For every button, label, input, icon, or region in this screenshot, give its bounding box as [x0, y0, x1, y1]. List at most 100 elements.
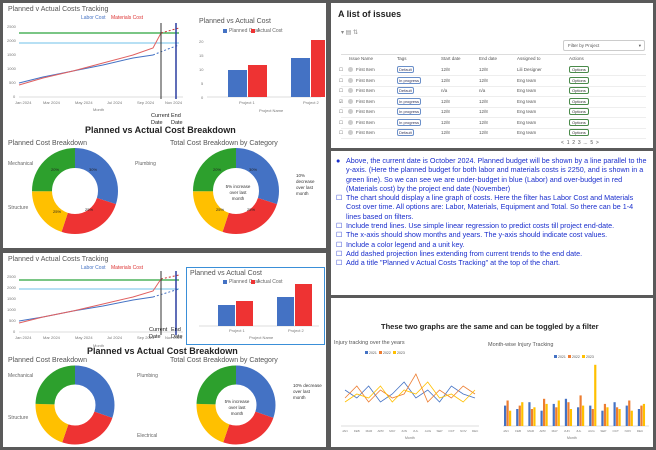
svg-text:Month: Month	[93, 343, 104, 348]
assignee: Eng team	[517, 88, 537, 93]
requirement-item[interactable]: ☐ Add dashed projection lines extending f…	[336, 248, 583, 258]
col-end[interactable]: End date	[479, 56, 498, 61]
svg-text:Project Name: Project Name	[259, 108, 284, 113]
bar-2023	[509, 410, 512, 426]
options-button[interactable]: Options	[569, 97, 589, 105]
series-line-2023	[344, 381, 476, 403]
requirement-item[interactable]: ☐ Include a color legend and a unit key.	[336, 239, 465, 249]
requirement-item[interactable]: ☐ The chart should display a line graph o…	[336, 193, 634, 221]
legend-label: 2021	[558, 355, 566, 359]
end-date: 12/8	[479, 67, 488, 72]
requirement-item[interactable]: ☐ Add a title "Planned v Actual Costs Tra…	[336, 258, 561, 268]
legend-swatch	[568, 355, 571, 358]
options-button[interactable]: Options	[569, 66, 589, 73]
donut-label-mechanical: Mechanical	[8, 373, 34, 379]
requirement-item[interactable]: ☐ Include trend lines. Use simple linear …	[336, 221, 615, 231]
tick-label: DEC	[472, 429, 479, 433]
requirement-item[interactable]: ☐ The x-axis should show months and years…	[336, 230, 608, 240]
bar-2022	[579, 395, 582, 426]
bar-2021	[613, 402, 616, 426]
bar-2021	[601, 410, 604, 426]
pagination[interactable]: < 1 2 3 ... 5 >	[561, 140, 599, 146]
bar-2022	[530, 409, 534, 426]
end-date-label: End Date	[171, 327, 183, 340]
start-date: 12/8	[441, 67, 450, 72]
legend-swatch	[582, 355, 585, 358]
legend-label: 2022	[572, 355, 580, 359]
tick-label: NOV	[625, 429, 632, 433]
svg-text:500: 500	[9, 80, 16, 85]
donut-charts	[35, 365, 276, 445]
avatar	[348, 67, 353, 72]
svg-text:20%: 20%	[51, 167, 59, 172]
svg-text:May 2024: May 2024	[75, 100, 93, 105]
options-button[interactable]: Options	[569, 118, 589, 126]
col-tags[interactable]: Tags	[397, 56, 407, 61]
tick-label: JUN	[564, 429, 570, 433]
col-assigned[interactable]: Assigned to	[517, 56, 541, 61]
row-checkbox[interactable]: ☐	[339, 88, 344, 93]
chevron-down-icon: ▾	[638, 43, 641, 48]
row-checkbox[interactable]: ☐	[339, 119, 344, 125]
table-row[interactable]: ☑ First Item In progress 12/8 12/8 Eng team Op…	[339, 97, 646, 108]
issue-name: First Item	[356, 88, 375, 93]
svg-text:2500: 2500	[7, 274, 17, 279]
bar-2023	[582, 405, 585, 426]
svg-text:25%: 25%	[85, 207, 93, 212]
tick-label: MAY	[552, 429, 558, 433]
bar-2023	[630, 410, 633, 426]
svg-text:Mar 2024: Mar 2024	[43, 335, 61, 340]
row-checkbox[interactable]: ☐	[339, 77, 344, 83]
row-checkbox[interactable]: ☑	[339, 98, 344, 104]
col-start[interactable]: Start date	[441, 56, 461, 61]
row-checkbox[interactable]: ☐	[339, 109, 344, 114]
table-row[interactable]: ☐ First Item Default n/a n/a Eng team Options	[339, 86, 646, 97]
svg-text:30%: 30%	[249, 167, 257, 172]
table-row[interactable]: ☐ First Item In progress 12/8 12/8 Eng team Op…	[339, 118, 646, 129]
avatar	[348, 130, 353, 135]
svg-text:25%: 25%	[216, 207, 224, 212]
svg-text:Jan 2024: Jan 2024	[15, 100, 32, 105]
series-line-2021	[344, 381, 476, 403]
bar-2021	[625, 405, 628, 426]
avatar	[348, 109, 353, 114]
tick-label: NOV	[460, 429, 467, 433]
row-checkbox[interactable]: ☐	[339, 130, 344, 135]
table-row[interactable]: ☐ First Item Default 12/8 12/8 Lili Designer O…	[339, 65, 646, 76]
options-button[interactable]: Options	[569, 129, 589, 136]
bar-2023	[642, 403, 646, 426]
bar-2022	[518, 405, 521, 426]
tick-label: OCT	[613, 429, 620, 433]
status-badge: In progress	[397, 118, 422, 126]
options-button[interactable]: Options	[569, 108, 589, 115]
svg-text:Jan 2024: Jan 2024	[15, 335, 32, 340]
row-checkbox[interactable]: ☐	[339, 67, 344, 72]
svg-text:Month: Month	[93, 107, 104, 112]
options-button[interactable]: Options	[569, 76, 589, 84]
options-button[interactable]: Options	[569, 87, 589, 94]
col-actions[interactable]: Actions	[569, 56, 584, 61]
assignee: Lili Designer	[517, 67, 542, 72]
injury-panel: These two graphs are the same and can be…	[331, 298, 653, 447]
requirements-panel: ● Above, the current date is October 2024…	[331, 151, 653, 295]
table-row[interactable]: ☐ First Item In progress 12/8 12/8 Eng team Op…	[339, 76, 646, 87]
table-row[interactable]: ☐ First Item In progress 12/8 12/8 Eng team Op…	[339, 107, 646, 118]
col-issue-name[interactable]: Issue Name	[349, 56, 374, 61]
svg-text:Project 1: Project 1	[239, 100, 256, 105]
filter-select[interactable]: Filter by Project ▾	[563, 40, 645, 51]
bar-chart-title: Planned vs Actual Cost	[199, 18, 271, 25]
toolbar-icons[interactable]: ▾ ▤ ⇅	[341, 30, 359, 36]
bar-2022	[543, 398, 546, 426]
requirement-item: ● Above, the current date is October 2024…	[336, 156, 647, 193]
issue-name: First Item	[356, 77, 375, 83]
svg-text:2000: 2000	[7, 285, 17, 290]
legend-labor: Labor Cost	[81, 265, 106, 271]
donut-label-mechanical: Mechanical	[8, 161, 34, 167]
injury-chart1-title: Injury tracking over the years	[334, 340, 405, 346]
tick-label: MAR	[366, 429, 374, 433]
table-row[interactable]: ☐ First Item Default 12/8 12/8 Eng team Option…	[339, 128, 646, 139]
bar-2023	[533, 407, 536, 426]
legend-labor: Labor Cost	[81, 15, 106, 21]
tick-label: FEB	[515, 429, 521, 433]
donut-label-structure: Structure	[8, 205, 29, 211]
